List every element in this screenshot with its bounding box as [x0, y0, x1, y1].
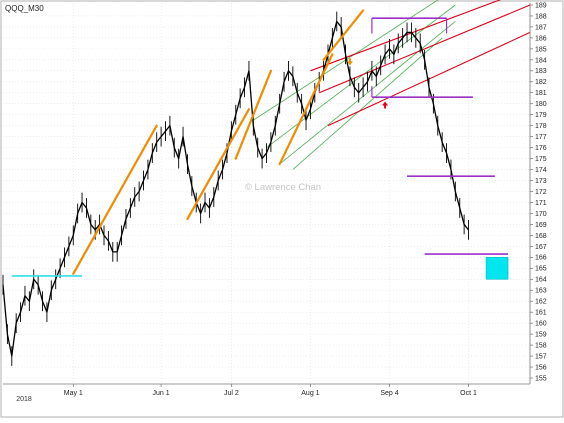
y-tick-label: 182 — [535, 79, 547, 86]
trend-segment — [322, 9, 365, 61]
x-tick-label: Jun 1 — [153, 390, 170, 397]
y-tick-label: 162 — [535, 299, 547, 306]
y-tick-label: 186 — [535, 35, 547, 42]
y-tick-label: 155 — [535, 375, 547, 382]
fan-line — [292, 37, 443, 170]
arrow-shape — [382, 101, 389, 109]
y-tick-label: 174 — [535, 167, 547, 174]
y-tick-label: 168 — [535, 233, 547, 240]
y-tick-label: 181 — [535, 90, 547, 97]
x-tick-label: Sep 4 — [380, 390, 398, 397]
watermark-text: © Lawrence Chan — [245, 182, 321, 193]
y-tick-label: 178 — [535, 123, 547, 130]
y-tick-label: 184 — [535, 57, 547, 64]
y-tick-label: 160 — [535, 321, 547, 328]
y-tick-label: 164 — [535, 277, 547, 284]
annotation-layer-front — [11, 9, 509, 280]
fan-line — [279, 21, 456, 165]
y-tick-label: 167 — [535, 244, 547, 251]
trend-segment — [234, 69, 272, 160]
trend-segment — [278, 53, 334, 166]
y-tick-label: 179 — [535, 112, 547, 119]
y-tick-label: 170 — [535, 211, 547, 218]
x-axis-year-label: 2018 — [16, 396, 32, 403]
y-tick-label: 159 — [535, 332, 547, 339]
x-tick-label: Aug 1 — [301, 390, 319, 397]
y-tick-label: 175 — [535, 156, 547, 163]
symbol-label: QQQ_M30 — [5, 4, 44, 13]
target-box — [485, 257, 509, 280]
y-tick-label: 183 — [535, 68, 547, 75]
down-arrow — [346, 58, 353, 66]
y-tick-label: 156 — [535, 364, 547, 371]
y-tick-label: 171 — [535, 200, 547, 207]
axis-layer: 155 156 157 158 159 160 161 162 163 164 165 166 167 1… — [3, 2, 547, 397]
y-tick-label: 176 — [535, 145, 547, 152]
x-tick-label: Oct 1 — [460, 390, 477, 397]
y-tick-label: 177 — [535, 134, 547, 141]
series-layer — [2, 11, 470, 366]
y-tick-label: 157 — [535, 353, 547, 360]
arrow-shape — [346, 58, 353, 66]
y-tick-label: 189 — [535, 2, 547, 9]
y-tick-label: 172 — [535, 189, 547, 196]
y-tick-label: 163 — [535, 288, 547, 295]
channel-line — [310, 0, 501, 72]
y-tick-label: 185 — [535, 46, 547, 53]
y-tick-label: 161 — [535, 310, 547, 317]
y-tick-label: 173 — [535, 178, 547, 185]
trend-segment — [72, 124, 158, 275]
y-tick-label: 180 — [535, 101, 547, 108]
x-tick-label: Jul 2 — [224, 390, 239, 397]
trend-segment — [186, 108, 251, 221]
x-tick-label: May 1 — [64, 390, 83, 397]
grid-layer — [3, 3, 530, 384]
y-tick-label: 188 — [535, 13, 547, 20]
y-tick-label: 187 — [535, 24, 547, 31]
y-tick-label: 166 — [535, 255, 547, 262]
up-arrow — [382, 101, 389, 109]
y-tick-label: 158 — [535, 342, 547, 349]
y-tick-label: 165 — [535, 266, 547, 273]
y-tick-label: 169 — [535, 222, 547, 229]
